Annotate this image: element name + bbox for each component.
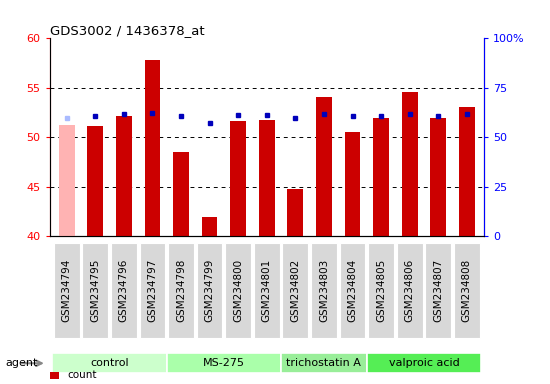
FancyBboxPatch shape: [454, 243, 480, 338]
FancyBboxPatch shape: [425, 243, 451, 338]
Text: MS-275: MS-275: [203, 358, 245, 368]
Text: GSM234808: GSM234808: [462, 259, 472, 322]
Text: GSM234798: GSM234798: [176, 258, 186, 322]
Text: GDS3002 / 1436378_at: GDS3002 / 1436378_at: [50, 24, 204, 37]
Bar: [373, 118, 389, 236]
Text: GSM234806: GSM234806: [405, 259, 415, 322]
FancyBboxPatch shape: [254, 243, 279, 338]
FancyBboxPatch shape: [367, 353, 481, 373]
FancyBboxPatch shape: [168, 243, 194, 338]
Bar: [230, 121, 246, 236]
Text: GSM234804: GSM234804: [348, 259, 358, 322]
FancyBboxPatch shape: [226, 243, 251, 338]
Text: GSM234802: GSM234802: [290, 259, 300, 322]
FancyBboxPatch shape: [311, 243, 337, 338]
Text: GSM234797: GSM234797: [147, 258, 157, 322]
Text: GSM234807: GSM234807: [433, 259, 443, 322]
FancyBboxPatch shape: [197, 243, 222, 338]
FancyBboxPatch shape: [397, 243, 422, 338]
Text: GSM234794: GSM234794: [62, 258, 72, 322]
Text: control: control: [90, 358, 129, 368]
FancyBboxPatch shape: [283, 243, 308, 338]
FancyBboxPatch shape: [82, 243, 108, 338]
Text: GSM234803: GSM234803: [319, 259, 329, 322]
Bar: [345, 132, 360, 236]
Bar: [431, 118, 446, 236]
Text: trichostatin A: trichostatin A: [287, 358, 361, 368]
Bar: [259, 121, 274, 236]
Text: valproic acid: valproic acid: [389, 358, 459, 368]
Bar: [59, 126, 74, 236]
Text: GSM234801: GSM234801: [262, 259, 272, 322]
Bar: [202, 217, 217, 236]
FancyBboxPatch shape: [111, 243, 137, 338]
Bar: [316, 97, 332, 236]
Text: GSM234799: GSM234799: [205, 258, 214, 322]
Text: agent: agent: [6, 358, 38, 368]
FancyBboxPatch shape: [281, 353, 367, 373]
Bar: [288, 189, 303, 236]
Text: GSM234800: GSM234800: [233, 259, 243, 322]
Bar: [459, 107, 475, 236]
Bar: [173, 152, 189, 236]
Text: GSM234796: GSM234796: [119, 258, 129, 322]
Text: GSM234795: GSM234795: [90, 258, 100, 322]
Text: GSM234805: GSM234805: [376, 259, 386, 322]
Bar: [145, 60, 160, 236]
Text: count: count: [68, 370, 97, 380]
FancyBboxPatch shape: [140, 243, 165, 338]
FancyBboxPatch shape: [340, 243, 365, 338]
FancyBboxPatch shape: [368, 243, 394, 338]
FancyBboxPatch shape: [54, 243, 80, 338]
Bar: [402, 92, 417, 236]
Bar: [116, 116, 131, 236]
FancyBboxPatch shape: [52, 353, 167, 373]
Bar: [87, 126, 103, 236]
FancyBboxPatch shape: [167, 353, 281, 373]
